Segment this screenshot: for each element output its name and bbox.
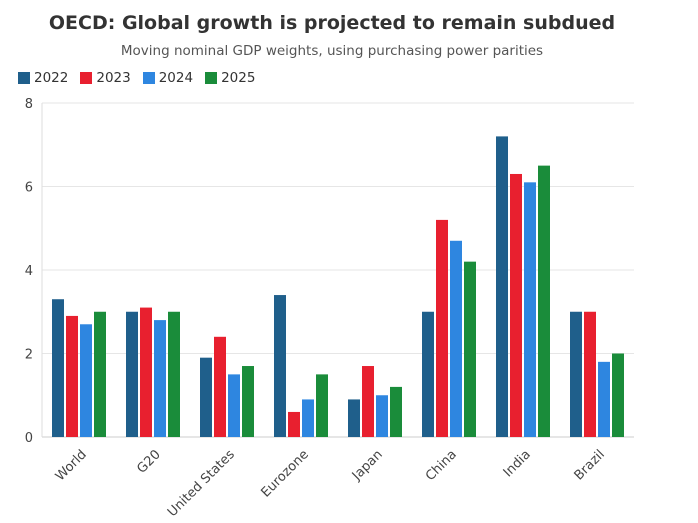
bar-world-2022[interactable] — [52, 299, 64, 437]
legend-swatch-2022 — [18, 72, 30, 84]
bar-brazil-2023[interactable] — [584, 311, 596, 437]
x-tick-label-g20: G20 — [134, 447, 163, 476]
bar-united-states-2023[interactable] — [214, 336, 226, 437]
bar-japan-2023[interactable] — [362, 366, 374, 437]
legend-item-2025[interactable]: 2025 — [205, 70, 255, 86]
chart-title: OECD: Global growth is projected to rema… — [48, 12, 616, 34]
bar-india-2024[interactable] — [524, 182, 536, 437]
legend: 2022 2023 2024 2025 — [18, 70, 255, 86]
y-tick-label-0: 0 — [25, 431, 33, 446]
bar-united-states-2025[interactable] — [242, 366, 254, 437]
bar-g20-2023[interactable] — [140, 307, 152, 437]
legend-item-2022[interactable]: 2022 — [18, 70, 68, 86]
bar-brazil-2022[interactable] — [570, 311, 582, 437]
bar-world-2025[interactable] — [94, 311, 106, 437]
bar-india-2022[interactable] — [496, 136, 508, 437]
bar-world-2023[interactable] — [66, 315, 78, 437]
y-tick-label-4: 4 — [25, 264, 33, 279]
bar-china-2025[interactable] — [464, 261, 476, 437]
bar-india-2025[interactable] — [538, 165, 550, 437]
bar-india-2023[interactable] — [510, 173, 522, 437]
legend-swatch-2023 — [80, 72, 93, 84]
bar-japan-2024[interactable] — [376, 395, 388, 437]
bar-china-2024[interactable] — [450, 240, 462, 437]
y-tick-label-6: 6 — [25, 181, 33, 196]
bar-world-2024[interactable] — [80, 324, 92, 437]
y-tick-label-8: 8 — [25, 97, 33, 112]
bar-china-2022[interactable] — [422, 311, 434, 437]
bar-united-states-2024[interactable] — [228, 374, 240, 437]
legend-label-2025: 2025 — [221, 70, 256, 86]
x-tick-label-china: China — [423, 447, 460, 484]
bar-eurozone-2022[interactable] — [274, 295, 286, 437]
bar-japan-2025[interactable] — [390, 386, 402, 437]
legend-label-2023: 2023 — [96, 70, 131, 86]
bar-china-2023[interactable] — [436, 219, 448, 437]
bar-united-states-2022[interactable] — [200, 357, 212, 437]
y-tick-label-2: 2 — [25, 348, 33, 363]
legend-swatch-2025 — [205, 72, 218, 84]
x-tick-label-brazil: Brazil — [572, 447, 608, 483]
legend-item-2024[interactable]: 2024 — [142, 70, 194, 86]
bar-g20-2022[interactable] — [126, 311, 138, 437]
x-tick-label-india: India — [501, 447, 534, 480]
bar-g20-2024[interactable] — [154, 320, 166, 437]
bar-eurozone-2023[interactable] — [288, 411, 300, 437]
x-tick-label-eurozone: Eurozone — [258, 447, 311, 500]
legend-swatch-2024 — [142, 72, 155, 84]
bar-g20-2025[interactable] — [168, 311, 180, 437]
legend-item-2023[interactable]: 2023 — [80, 70, 131, 86]
bar-brazil-2025[interactable] — [612, 353, 624, 438]
chart-subtitle: Moving nominal GDP weights, using purcha… — [120, 43, 544, 59]
bar-eurozone-2025[interactable] — [316, 374, 328, 437]
bar-brazil-2024[interactable] — [598, 361, 610, 437]
x-tick-label-united-states: United States — [165, 447, 238, 520]
legend-label-2022: 2022 — [34, 70, 69, 86]
x-tick-label-world: World — [53, 447, 90, 484]
x-tick-label-japan: Japan — [349, 447, 386, 484]
bar-eurozone-2024[interactable] — [302, 399, 314, 437]
bar-japan-2022[interactable] — [348, 399, 360, 437]
legend-label-2024: 2024 — [158, 70, 194, 86]
